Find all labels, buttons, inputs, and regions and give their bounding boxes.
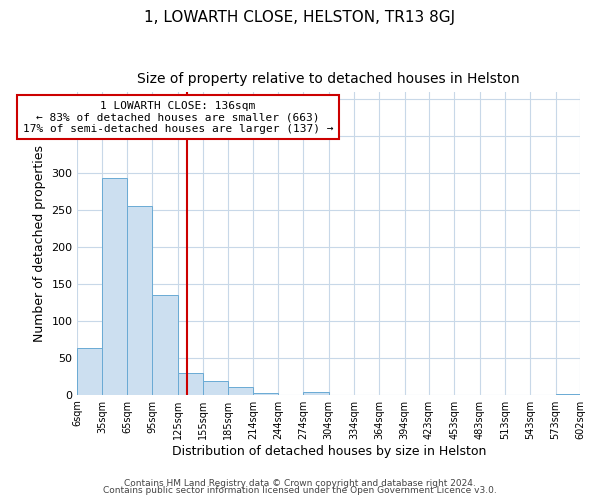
Y-axis label: Number of detached properties: Number of detached properties — [33, 145, 46, 342]
Text: Contains public sector information licensed under the Open Government Licence v3: Contains public sector information licen… — [103, 486, 497, 495]
Bar — [77, 348, 102, 395]
Bar — [152, 295, 178, 394]
Bar — [178, 372, 203, 394]
X-axis label: Distribution of detached houses by size in Helston: Distribution of detached houses by size … — [172, 444, 486, 458]
Bar — [304, 392, 329, 394]
Bar — [229, 386, 253, 394]
Text: 1, LOWARTH CLOSE, HELSTON, TR13 8GJ: 1, LOWARTH CLOSE, HELSTON, TR13 8GJ — [145, 10, 455, 25]
Text: 1 LOWARTH CLOSE: 136sqm
← 83% of detached houses are smaller (663)
17% of semi-d: 1 LOWARTH CLOSE: 136sqm ← 83% of detache… — [23, 100, 333, 134]
Bar — [203, 382, 229, 394]
Text: Contains HM Land Registry data © Crown copyright and database right 2024.: Contains HM Land Registry data © Crown c… — [124, 478, 476, 488]
Title: Size of property relative to detached houses in Helston: Size of property relative to detached ho… — [137, 72, 520, 86]
Bar — [127, 206, 152, 394]
Bar — [253, 393, 278, 394]
Bar — [102, 178, 127, 394]
